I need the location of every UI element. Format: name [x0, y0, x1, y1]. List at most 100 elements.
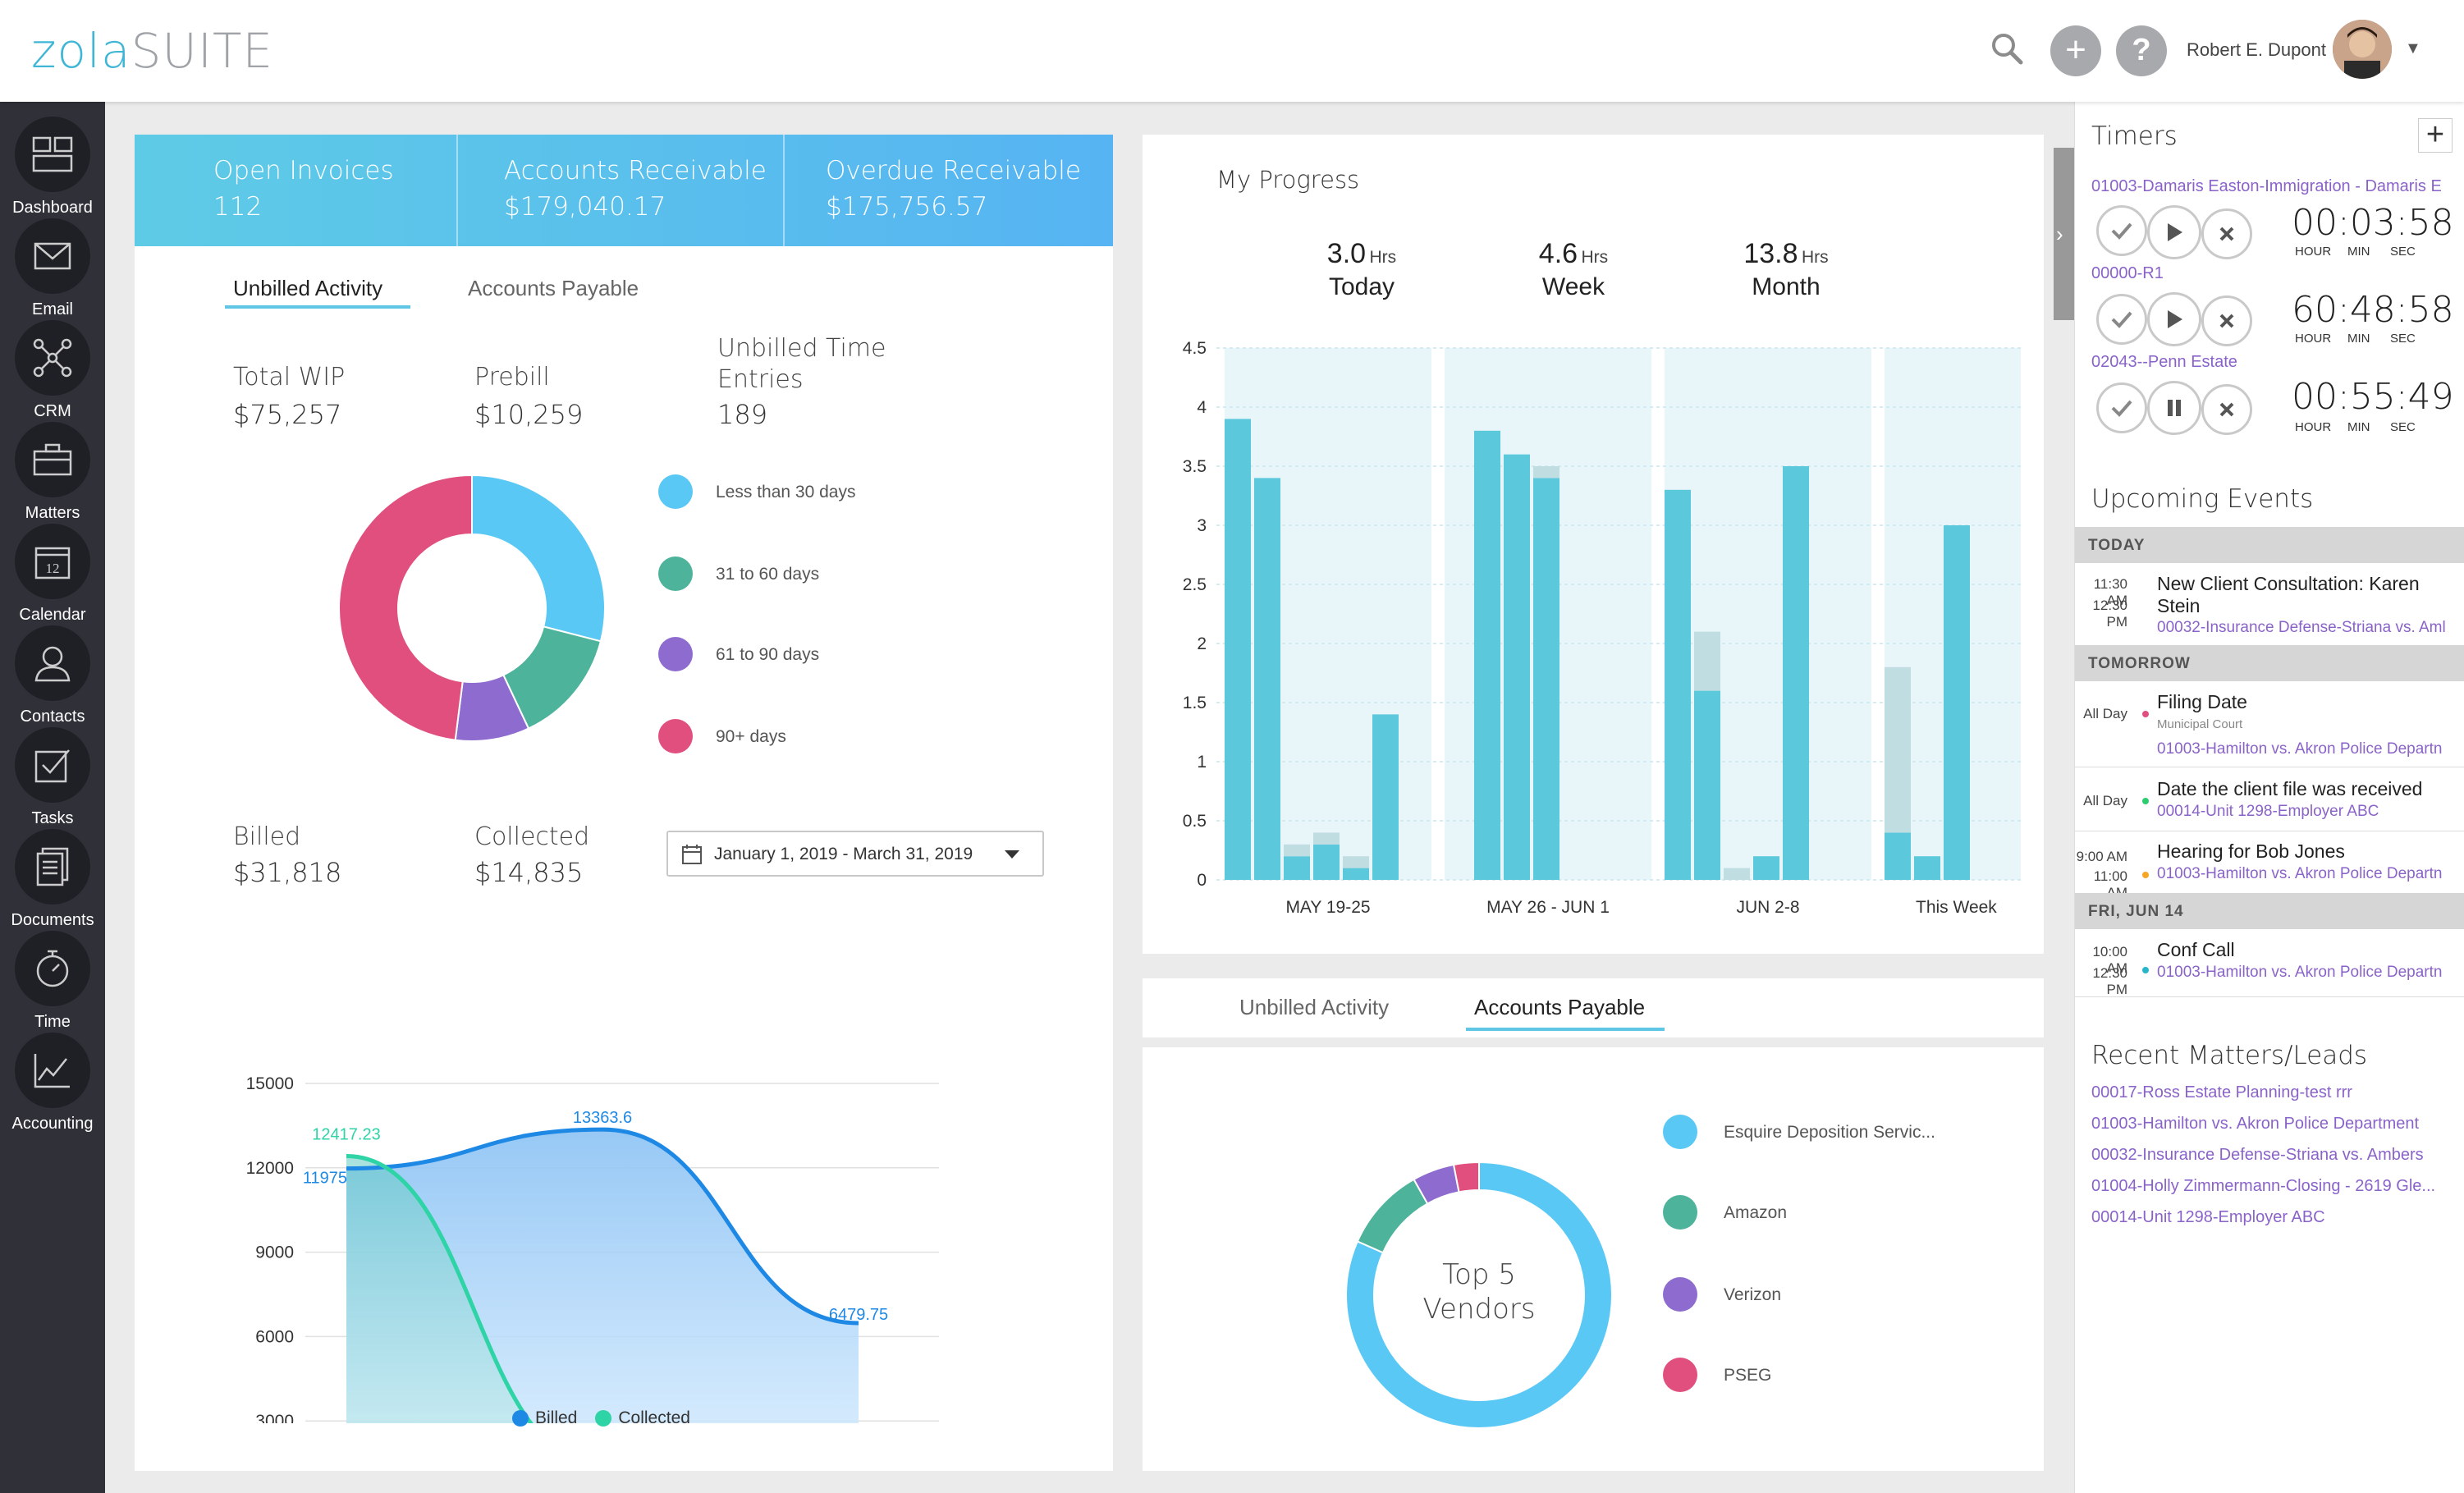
timer-matter-link[interactable]: 01003-Damaris Easton-Immigration - Damar… [2091, 177, 2442, 195]
event-matter-link[interactable]: 01003-Hamilton vs. Akron Police Departn [2157, 964, 2443, 981]
aging-donut-chart[interactable] [337, 473, 607, 744]
progress-bar[interactable] [1225, 419, 1251, 880]
progress-bar[interactable] [1753, 856, 1779, 880]
progress-bar[interactable] [1474, 430, 1500, 880]
avatar[interactable] [2333, 20, 2392, 79]
timer-pause-button[interactable] [2147, 381, 2201, 435]
progress-bar-extra[interactable] [1533, 466, 1559, 479]
progress-bar[interactable] [1914, 856, 1940, 880]
donut-slice-pseg[interactable] [1452, 1161, 1480, 1193]
date-range-select[interactable]: January 1, 2019 - March 31, 2019 [666, 831, 1044, 877]
progress-bar-chart[interactable]: 0 0.5 1 1.5 2 2.5 3 3.5 4 4.5 MAY 19-25 MAY 26 - JU… [1143, 332, 2044, 931]
tab-unbilled-activity[interactable]: Unbilled Activity [1239, 995, 1390, 1019]
timer-discard-button[interactable] [2201, 384, 2252, 435]
recent-matter-link[interactable]: 00032-Insurance Defense-Striana vs. Ambe… [2091, 1146, 2424, 1164]
tab-unbilled-activity[interactable]: Unbilled Activity [233, 276, 383, 300]
help-button[interactable]: ? [2116, 25, 2167, 76]
donut-slice-less-than-30[interactable] [471, 474, 606, 643]
legend-swatch-90-plus [658, 719, 693, 753]
vendors-donut-chart[interactable] [1340, 1156, 1619, 1435]
kpi-overdue-receivable[interactable]: Overdue Receivable $175,756.57 [785, 135, 1113, 246]
sidebar-item-matters[interactable]: Matters [0, 422, 105, 523]
add-button[interactable]: + [2050, 25, 2101, 76]
event-item[interactable]: All Day Filing Date Municipal Court 0100… [2075, 681, 2464, 767]
recent-matter-link[interactable]: 01004-Holly Zimmermann-Closing - 2619 Gl… [2091, 1177, 2436, 1195]
tab-accounts-payable[interactable]: Accounts Payable [468, 276, 639, 300]
donut-slice-90-plus[interactable] [338, 474, 473, 741]
progress-bar-extra[interactable] [1313, 832, 1340, 845]
progress-bar[interactable] [1313, 844, 1340, 880]
timer-discard-button[interactable] [2201, 295, 2252, 346]
progress-bar[interactable] [1504, 454, 1530, 880]
y-tick-label: 6000 [255, 1327, 294, 1346]
timer-complete-button[interactable] [2096, 294, 2147, 345]
progress-bar[interactable] [1372, 714, 1399, 880]
recent-matter-link[interactable]: 01003-Hamilton vs. Akron Police Departme… [2091, 1115, 2420, 1133]
sidebar-item-tasks[interactable]: Tasks [0, 727, 105, 828]
billed-line[interactable] [346, 1127, 859, 1326]
event-matter-link[interactable]: 00014-Unit 1298-Employer ABC [2157, 803, 2379, 820]
sidebar-item-contacts[interactable]: Contacts [0, 625, 105, 726]
timer-matter-link[interactable]: 02043--Penn Estate [2091, 353, 2237, 371]
progress-unit: Hrs [1581, 248, 1609, 267]
progress-bar[interactable] [1783, 466, 1809, 880]
day-header-fri-jun-14: FRI, JUN 14 [2075, 893, 2464, 929]
event-matter-link[interactable]: 01003-Hamilton vs. Akron Police Departn [2157, 740, 2443, 758]
event-item[interactable]: All Day Date the client file was receive… [2075, 768, 2464, 842]
donut-slice-esquire[interactable] [1345, 1161, 1613, 1429]
progress-bar[interactable] [1533, 478, 1559, 880]
legend-swatch-esquire [1663, 1115, 1697, 1149]
timer-complete-button[interactable] [2096, 382, 2147, 433]
progress-bar-extra[interactable] [1885, 666, 1911, 833]
sidebar-item-email[interactable]: Email [0, 218, 105, 319]
progress-bar[interactable] [1343, 868, 1369, 880]
progress-bar-extra[interactable] [1343, 856, 1369, 868]
sidebar-item-accounting[interactable]: Accounting [0, 1033, 105, 1133]
progress-bar[interactable] [1254, 478, 1280, 880]
event-item[interactable]: 9:00 AM 11:00 AM Hearing for Bob Jones 0… [2075, 832, 2464, 901]
sidebar-item-documents[interactable]: Documents [0, 829, 105, 930]
donut-center-line: Vendors [1422, 1293, 1536, 1326]
add-timer-button[interactable]: + [2418, 118, 2453, 153]
progress-bar-extra[interactable] [1724, 868, 1750, 880]
progress-bar[interactable] [1665, 489, 1691, 880]
legend-label: 31 to 60 days [716, 565, 820, 584]
timer-matter-link[interactable]: 00000-R1 [2091, 264, 2164, 282]
sidebar-item-time[interactable]: Time [0, 931, 105, 1032]
search-icon[interactable] [1990, 31, 2026, 67]
sidebar-item-crm[interactable]: CRM [0, 320, 105, 421]
app-logo[interactable]: zolaSUITE [31, 23, 273, 79]
progress-bar[interactable] [1944, 525, 1970, 880]
progress-bar[interactable] [1885, 832, 1911, 880]
sidebar-item-calendar[interactable]: 12 Calendar [0, 524, 105, 625]
tab-accounts-payable[interactable]: Accounts Payable [1474, 995, 1646, 1019]
panel-collapse-handle[interactable]: › [2054, 148, 2075, 320]
timer-complete-button[interactable] [2096, 205, 2147, 256]
timer-unit-sec: SEC [2390, 332, 2416, 346]
event-matter-link[interactable]: 00032-Insurance Defense-Striana vs. Aml [2157, 619, 2446, 636]
chevron-down-icon[interactable]: ▼ [2405, 39, 2421, 57]
timer-play-button[interactable] [2147, 292, 2201, 346]
recent-matter-link[interactable]: 00014-Unit 1298-Employer ABC [2091, 1208, 2325, 1226]
timer-unit-sec: SEC [2390, 245, 2416, 259]
sidebar-item-dashboard[interactable]: Dashboard [0, 117, 105, 218]
event-matter-link[interactable]: 01003-Hamilton vs. Akron Police Departn [2157, 865, 2443, 882]
recent-matter-link[interactable]: 00017-Ross Estate Planning-test rrr [2091, 1083, 2352, 1101]
y-tick-label: 0 [1197, 871, 1207, 890]
timer-elapsed: 00:03:58 [2292, 202, 2454, 244]
collected-line[interactable] [346, 1154, 859, 1423]
progress-bar[interactable] [1284, 856, 1310, 880]
user-name[interactable]: Robert E. Dupont [2187, 39, 2326, 60]
progress-bar-extra[interactable] [1284, 844, 1310, 857]
kpi-open-invoices[interactable]: Open Invoices 112 [135, 135, 456, 246]
timer-discard-button[interactable] [2201, 208, 2252, 259]
donut-slice-amazon[interactable] [1356, 1178, 1429, 1254]
timer-play-button[interactable] [2147, 205, 2201, 259]
event-item[interactable]: 11:30 AM 12:30 PM New Client Consultatio… [2075, 563, 2464, 645]
progress-bar-extra[interactable] [1694, 631, 1720, 691]
legend-swatch-collected [595, 1410, 612, 1427]
progress-bar[interactable] [1694, 690, 1720, 880]
event-item[interactable]: 10:00 AM 12:30 PM Conf Call 01003-Hamilt… [2075, 929, 2464, 1003]
kpi-accounts-receivable[interactable]: Accounts Receivable $179,040.17 [458, 135, 783, 246]
billed-collected-chart[interactable]: 03000600090001200015000Jan 2019Feb 2019M… [135, 931, 1113, 1423]
